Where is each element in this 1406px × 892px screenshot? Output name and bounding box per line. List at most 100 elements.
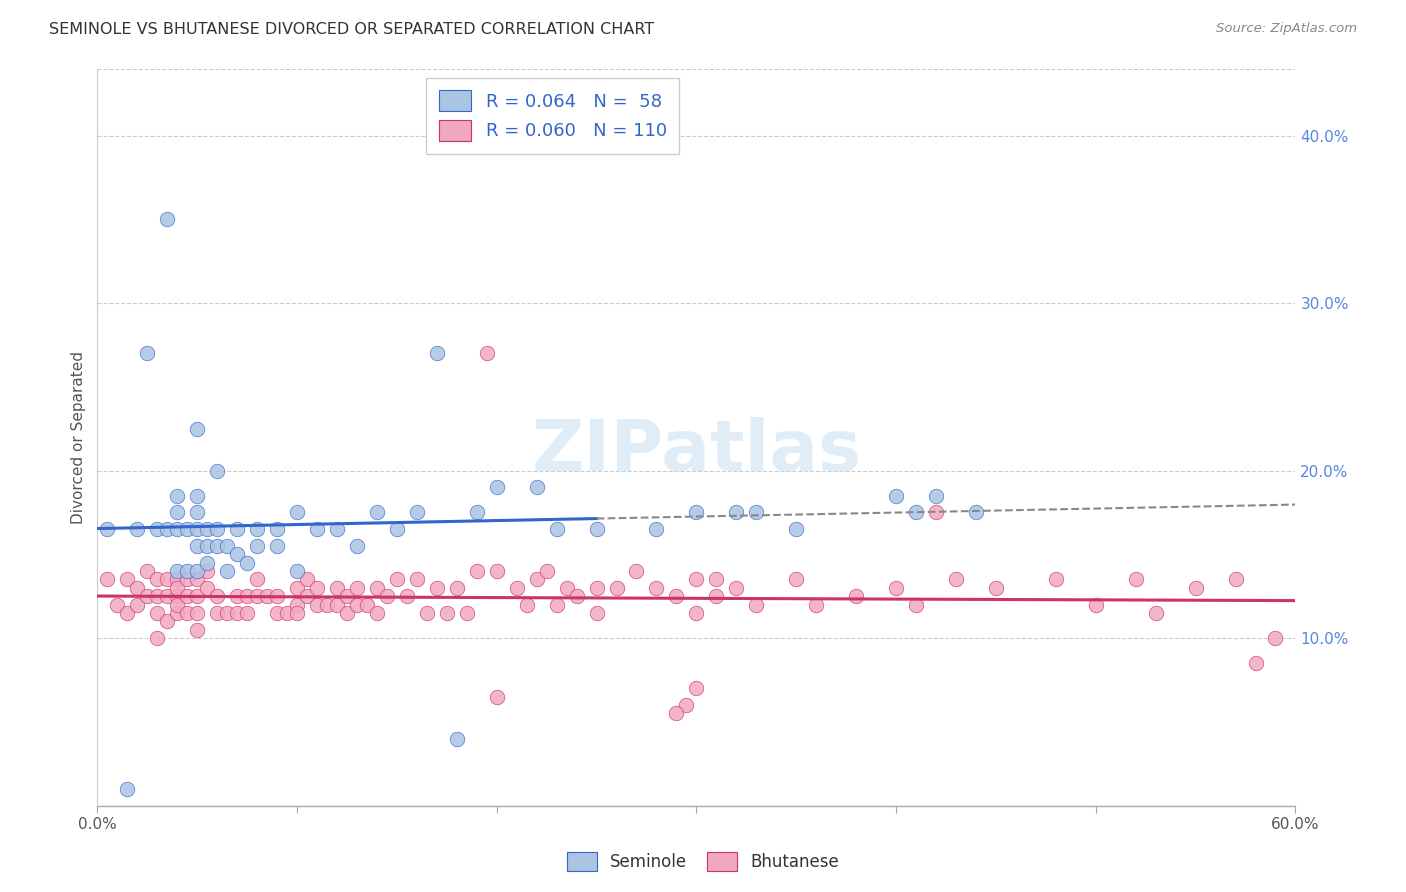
Point: [166, 489, 188, 503]
Point: [626, 564, 648, 578]
Point: [1244, 657, 1267, 671]
Point: [925, 489, 948, 503]
Point: [326, 581, 349, 595]
Point: [195, 564, 218, 578]
Point: [146, 589, 169, 603]
Point: [186, 489, 208, 503]
Point: [186, 539, 208, 553]
Point: [706, 573, 728, 587]
Legend: R = 0.064   N =  58, R = 0.060   N = 110: R = 0.064 N = 58, R = 0.060 N = 110: [426, 78, 679, 153]
Point: [685, 505, 707, 519]
Point: [217, 606, 239, 620]
Point: [146, 606, 169, 620]
Point: [485, 564, 508, 578]
Point: [1084, 598, 1107, 612]
Point: [446, 731, 468, 746]
Point: [195, 539, 218, 553]
Point: [117, 573, 139, 587]
Point: [505, 581, 527, 595]
Point: [706, 589, 728, 603]
Point: [555, 581, 578, 595]
Point: [217, 564, 239, 578]
Point: [136, 564, 159, 578]
Point: [166, 598, 188, 612]
Point: [416, 606, 439, 620]
Point: [785, 522, 807, 536]
Point: [685, 573, 707, 587]
Point: [285, 606, 308, 620]
Point: [1225, 573, 1247, 587]
Point: [465, 505, 488, 519]
Point: [456, 606, 478, 620]
Point: [725, 581, 748, 595]
Point: [585, 606, 607, 620]
Point: [226, 547, 249, 561]
Point: [326, 598, 349, 612]
Point: [905, 598, 928, 612]
Point: [186, 564, 208, 578]
Point: [266, 522, 288, 536]
Point: [475, 346, 498, 360]
Point: [285, 598, 308, 612]
Point: [295, 573, 318, 587]
Point: [166, 606, 188, 620]
Point: [1125, 573, 1147, 587]
Point: [146, 522, 169, 536]
Point: [305, 522, 328, 536]
Point: [186, 589, 208, 603]
Legend: Seminole, Bhutanese: Seminole, Bhutanese: [558, 843, 848, 880]
Point: [246, 522, 269, 536]
Point: [295, 589, 318, 603]
Point: [217, 539, 239, 553]
Point: [965, 505, 987, 519]
Point: [127, 522, 149, 536]
Point: [266, 606, 288, 620]
Point: [236, 589, 259, 603]
Point: [246, 589, 269, 603]
Point: [186, 505, 208, 519]
Point: [156, 589, 179, 603]
Point: [346, 539, 368, 553]
Point: [176, 606, 198, 620]
Point: [305, 581, 328, 595]
Point: [405, 505, 427, 519]
Point: [166, 589, 188, 603]
Point: [186, 522, 208, 536]
Point: [285, 505, 308, 519]
Point: [195, 522, 218, 536]
Point: [266, 589, 288, 603]
Point: [276, 606, 298, 620]
Point: [127, 598, 149, 612]
Point: [884, 581, 907, 595]
Point: [905, 505, 928, 519]
Point: [565, 589, 588, 603]
Point: [186, 422, 208, 436]
Point: [725, 505, 748, 519]
Point: [166, 505, 188, 519]
Point: [526, 573, 548, 587]
Point: [1264, 631, 1286, 645]
Point: [585, 522, 607, 536]
Point: [205, 539, 228, 553]
Point: [845, 589, 868, 603]
Point: [1045, 573, 1067, 587]
Point: [375, 589, 398, 603]
Point: [366, 606, 388, 620]
Point: [285, 564, 308, 578]
Point: [336, 606, 359, 620]
Point: [366, 505, 388, 519]
Point: [536, 564, 558, 578]
Point: [745, 598, 768, 612]
Point: [166, 522, 188, 536]
Point: [166, 573, 188, 587]
Point: [156, 522, 179, 536]
Point: [585, 581, 607, 595]
Point: [166, 581, 188, 595]
Point: [446, 581, 468, 595]
Point: [546, 522, 568, 536]
Point: [336, 589, 359, 603]
Point: [395, 589, 418, 603]
Point: [685, 681, 707, 696]
Point: [426, 346, 449, 360]
Text: SEMINOLE VS BHUTANESE DIVORCED OR SEPARATED CORRELATION CHART: SEMINOLE VS BHUTANESE DIVORCED OR SEPARA…: [49, 22, 654, 37]
